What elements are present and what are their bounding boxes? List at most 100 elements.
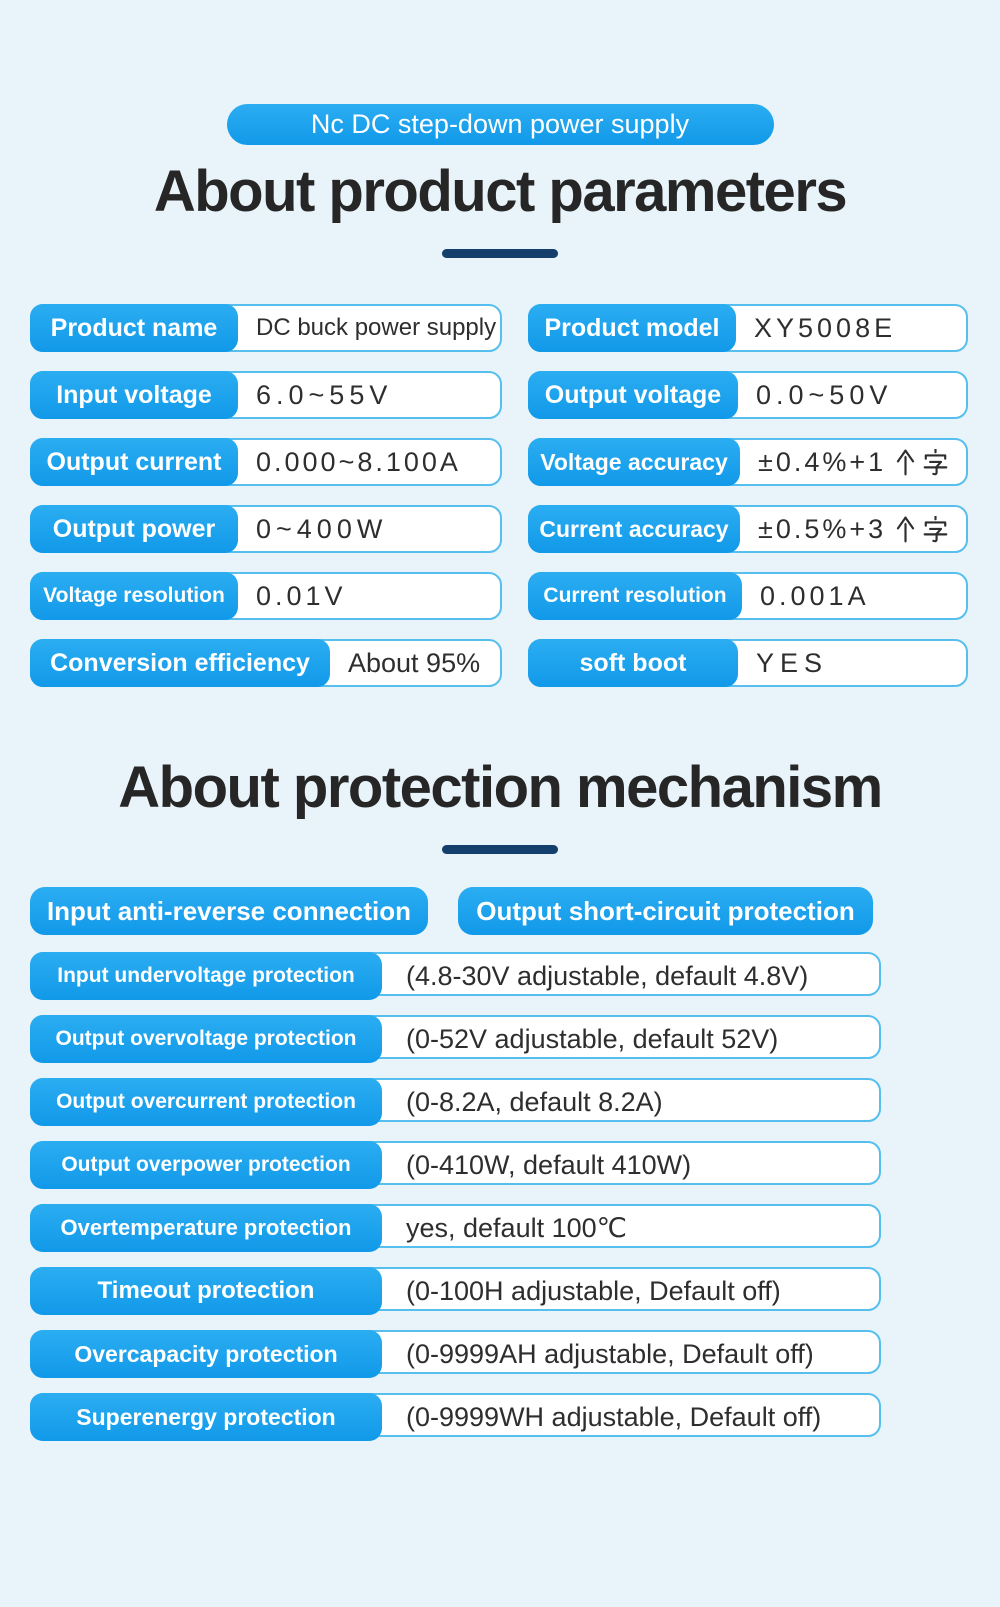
protect-label-pill: Overtemperature protection: [30, 1204, 382, 1252]
param-row-voltage-resolution: Voltage resolution 0.01V: [30, 572, 502, 620]
param-value: 0.01V: [256, 580, 347, 611]
protect-label: Overtemperature protection: [60, 1215, 352, 1240]
param-label: Current resolution: [543, 584, 727, 607]
protect-label: Output overvoltage protection: [55, 1027, 357, 1050]
top-badge: Nc DC step-down power supply: [226, 104, 774, 145]
protect-label-pill: Overcapacity protection: [30, 1330, 382, 1378]
product-spec-page: Nc DC step-down power supply About produ…: [0, 104, 1000, 1441]
param-value: XY5008E: [754, 312, 897, 343]
param-label-pill: Voltage accuracy: [528, 438, 740, 486]
protect-value: (0-100H adjustable, Default off): [406, 1275, 781, 1306]
param-row-output-current: Output current 0.000~8.100A: [30, 438, 502, 486]
protect-row-output-overvoltage: Output overvoltage protection (0-52V adj…: [30, 1015, 881, 1063]
protect-row-timeout: Timeout protection (0-100H adjustable, D…: [30, 1267, 881, 1315]
protection-pill-label: Output short-circuit protection: [476, 895, 855, 926]
protect-label-pill: Output overvoltage protection: [30, 1015, 382, 1063]
param-label-pill: Current accuracy: [528, 505, 740, 553]
title-divider: [442, 249, 558, 258]
param-label: soft boot: [579, 648, 687, 677]
protect-value: (0-9999AH adjustable, Default off): [406, 1338, 814, 1369]
param-row-current-resolution: Current resolution 0.001A: [528, 572, 968, 620]
param-value: DC buck power supply: [256, 314, 497, 341]
protect-row-input-undervoltage: Input undervoltage protection (4.8-30V a…: [30, 952, 881, 1000]
protect-label: Input undervoltage protection: [57, 964, 355, 987]
param-label-pill: Output voltage: [528, 371, 738, 419]
param-label-pill: Output power: [30, 505, 238, 553]
protect-row-output-overcurrent: Output overcurrent protection (0-8.2A, d…: [30, 1078, 881, 1126]
param-label-pill: Voltage resolution: [30, 572, 238, 620]
cjk-ge-icon: [897, 449, 915, 475]
param-label-pill: Current resolution: [528, 572, 742, 620]
param-label: Voltage accuracy: [540, 448, 728, 475]
protect-value: yes, default 100℃: [406, 1212, 627, 1243]
protect-value: (0-410W, default 410W): [406, 1149, 692, 1180]
param-value: ±0.4%+1: [758, 440, 966, 484]
param-label-pill: soft boot: [528, 639, 738, 687]
param-row-product-model: Product model XY5008E: [528, 304, 968, 352]
param-label-pill: Product model: [528, 304, 736, 352]
param-row-current-accuracy: Current accuracy ±0.5%+3: [528, 505, 968, 553]
param-label: Product model: [544, 313, 720, 342]
param-label: Output power: [52, 514, 216, 543]
param-label: Product name: [50, 313, 218, 342]
param-value: 0~400W: [256, 513, 388, 544]
protection-pill-row: Input anti-reverse connection Output sho…: [30, 887, 970, 935]
param-value: 0.0~50V: [756, 379, 893, 410]
protect-value: (0-9999WH adjustable, Default off): [406, 1401, 822, 1432]
param-value-text: ±0.4%+1: [758, 446, 887, 477]
param-label: Output current: [46, 447, 222, 476]
protect-row-overtemperature: Overtemperature protection yes, default …: [30, 1204, 881, 1252]
protect-label-pill: Output overpower protection: [30, 1141, 382, 1189]
top-badge-label: Nc DC step-down power supply: [310, 109, 690, 139]
param-value: About 95%: [348, 647, 481, 678]
protect-row-superenergy: Superenergy protection (0-9999WH adjusta…: [30, 1393, 881, 1441]
protect-label: Output overcurrent protection: [56, 1090, 356, 1113]
param-value: 0.000~8.100A: [256, 446, 461, 477]
param-label-pill: Output current: [30, 438, 238, 486]
param-row-output-voltage: Output voltage 0.0~50V: [528, 371, 968, 419]
protect-label: Overcapacity protection: [74, 1340, 338, 1367]
param-value-text: ±0.5%+3: [758, 513, 887, 544]
protection-pill-anti-reverse: Input anti-reverse connection: [30, 887, 428, 935]
param-label-pill: Product name: [30, 304, 238, 352]
param-label-pill: Input voltage: [30, 371, 238, 419]
param-value: 0.001A: [760, 580, 870, 611]
cjk-ge-icon: [897, 516, 915, 542]
protection-pill-short-circuit: Output short-circuit protection: [458, 887, 873, 935]
parameters-grid: Product name DC buck power supply Produc…: [30, 304, 970, 687]
protect-value: (4.8-30V adjustable, default 4.8V): [406, 960, 809, 991]
protection-list: Input undervoltage protection (4.8-30V a…: [30, 952, 970, 1441]
param-label-pill: Conversion efficiency: [30, 639, 330, 687]
protect-label-pill: Timeout protection: [30, 1267, 382, 1315]
param-row-input-voltage: Input voltage 6.0~55V: [30, 371, 502, 419]
section-title-protection: About protection mechanism: [118, 755, 883, 820]
param-value: ±0.5%+3: [758, 507, 966, 551]
protect-label: Superenergy protection: [76, 1403, 336, 1430]
protection-pill-label: Input anti-reverse connection: [46, 895, 412, 926]
param-label: Conversion efficiency: [50, 648, 310, 677]
protect-value: (0-8.2A, default 8.2A): [406, 1086, 663, 1117]
protect-row-output-overpower: Output overpower protection (0-410W, def…: [30, 1141, 881, 1189]
section-title-parameters: About product parameters: [153, 159, 848, 224]
cjk-zi-icon: [923, 515, 948, 542]
param-value: 6.0~55V: [256, 379, 393, 410]
param-label: Voltage resolution: [43, 584, 225, 607]
param-row-conversion-efficiency: Conversion efficiency About 95%: [30, 639, 502, 687]
protect-label-pill: Output overcurrent protection: [30, 1078, 382, 1126]
protect-label: Output overpower protection: [61, 1153, 351, 1176]
protect-label: Timeout protection: [97, 1277, 315, 1304]
protect-label-pill: Input undervoltage protection: [30, 952, 382, 1000]
param-row-soft-boot: soft boot YES: [528, 639, 968, 687]
param-value: YES: [756, 647, 829, 678]
param-label: Input voltage: [56, 380, 212, 409]
protect-value: (0-52V adjustable, default 52V): [406, 1023, 779, 1054]
title-divider: [442, 845, 558, 854]
param-label: Output voltage: [544, 380, 722, 409]
cjk-zi-icon: [923, 448, 948, 475]
protect-row-overcapacity: Overcapacity protection (0-9999AH adjust…: [30, 1330, 881, 1378]
protect-label-pill: Superenergy protection: [30, 1393, 382, 1441]
param-row-output-power: Output power 0~400W: [30, 505, 502, 553]
param-row-voltage-accuracy: Voltage accuracy ±0.4%+1: [528, 438, 968, 486]
param-label: Current accuracy: [539, 515, 729, 542]
param-row-product-name: Product name DC buck power supply: [30, 304, 502, 352]
